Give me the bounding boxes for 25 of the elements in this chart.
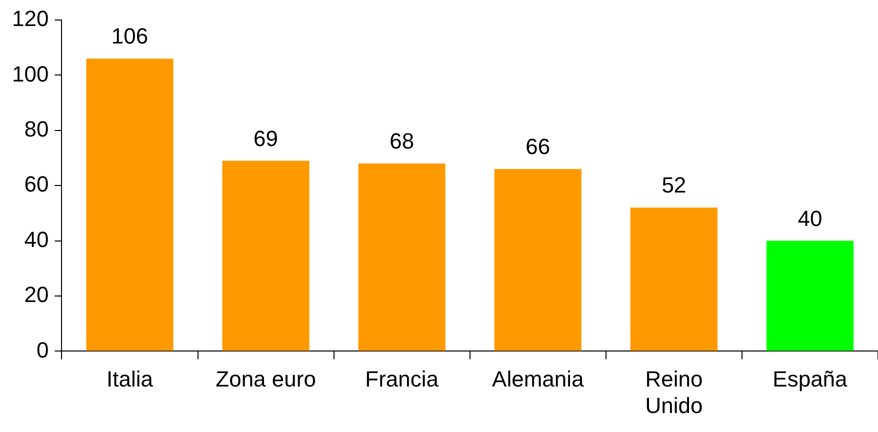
bar <box>86 58 174 351</box>
data-label: 40 <box>798 206 822 231</box>
bar <box>358 164 446 351</box>
y-tick-label: 20 <box>24 282 49 308</box>
data-label: 68 <box>390 128 414 154</box>
x-tick-label: Francia <box>365 366 440 392</box>
x-tick-label: Italia <box>106 366 154 392</box>
x-tick-label: Alemania <box>492 366 584 392</box>
y-tick-label: 0 <box>36 337 49 362</box>
x-tick-label: España <box>772 366 848 392</box>
y-tick-label: 60 <box>24 172 49 197</box>
bar <box>222 160 310 351</box>
y-tick-label: 40 <box>24 226 49 252</box>
bar <box>766 240 854 351</box>
bar <box>630 208 718 351</box>
data-label: 106 <box>111 24 148 49</box>
y-tick-label: 100 <box>12 61 49 86</box>
y-tick-label: 80 <box>24 116 49 142</box>
x-tick-label: Reino Unido <box>645 366 703 418</box>
data-label: 52 <box>662 172 686 198</box>
x-tick-label: Zona euro <box>216 366 316 392</box>
y-tick-label: 120 <box>12 6 49 32</box>
data-label: 69 <box>254 126 278 151</box>
data-label: 66 <box>526 134 550 160</box>
bar <box>494 169 582 351</box>
